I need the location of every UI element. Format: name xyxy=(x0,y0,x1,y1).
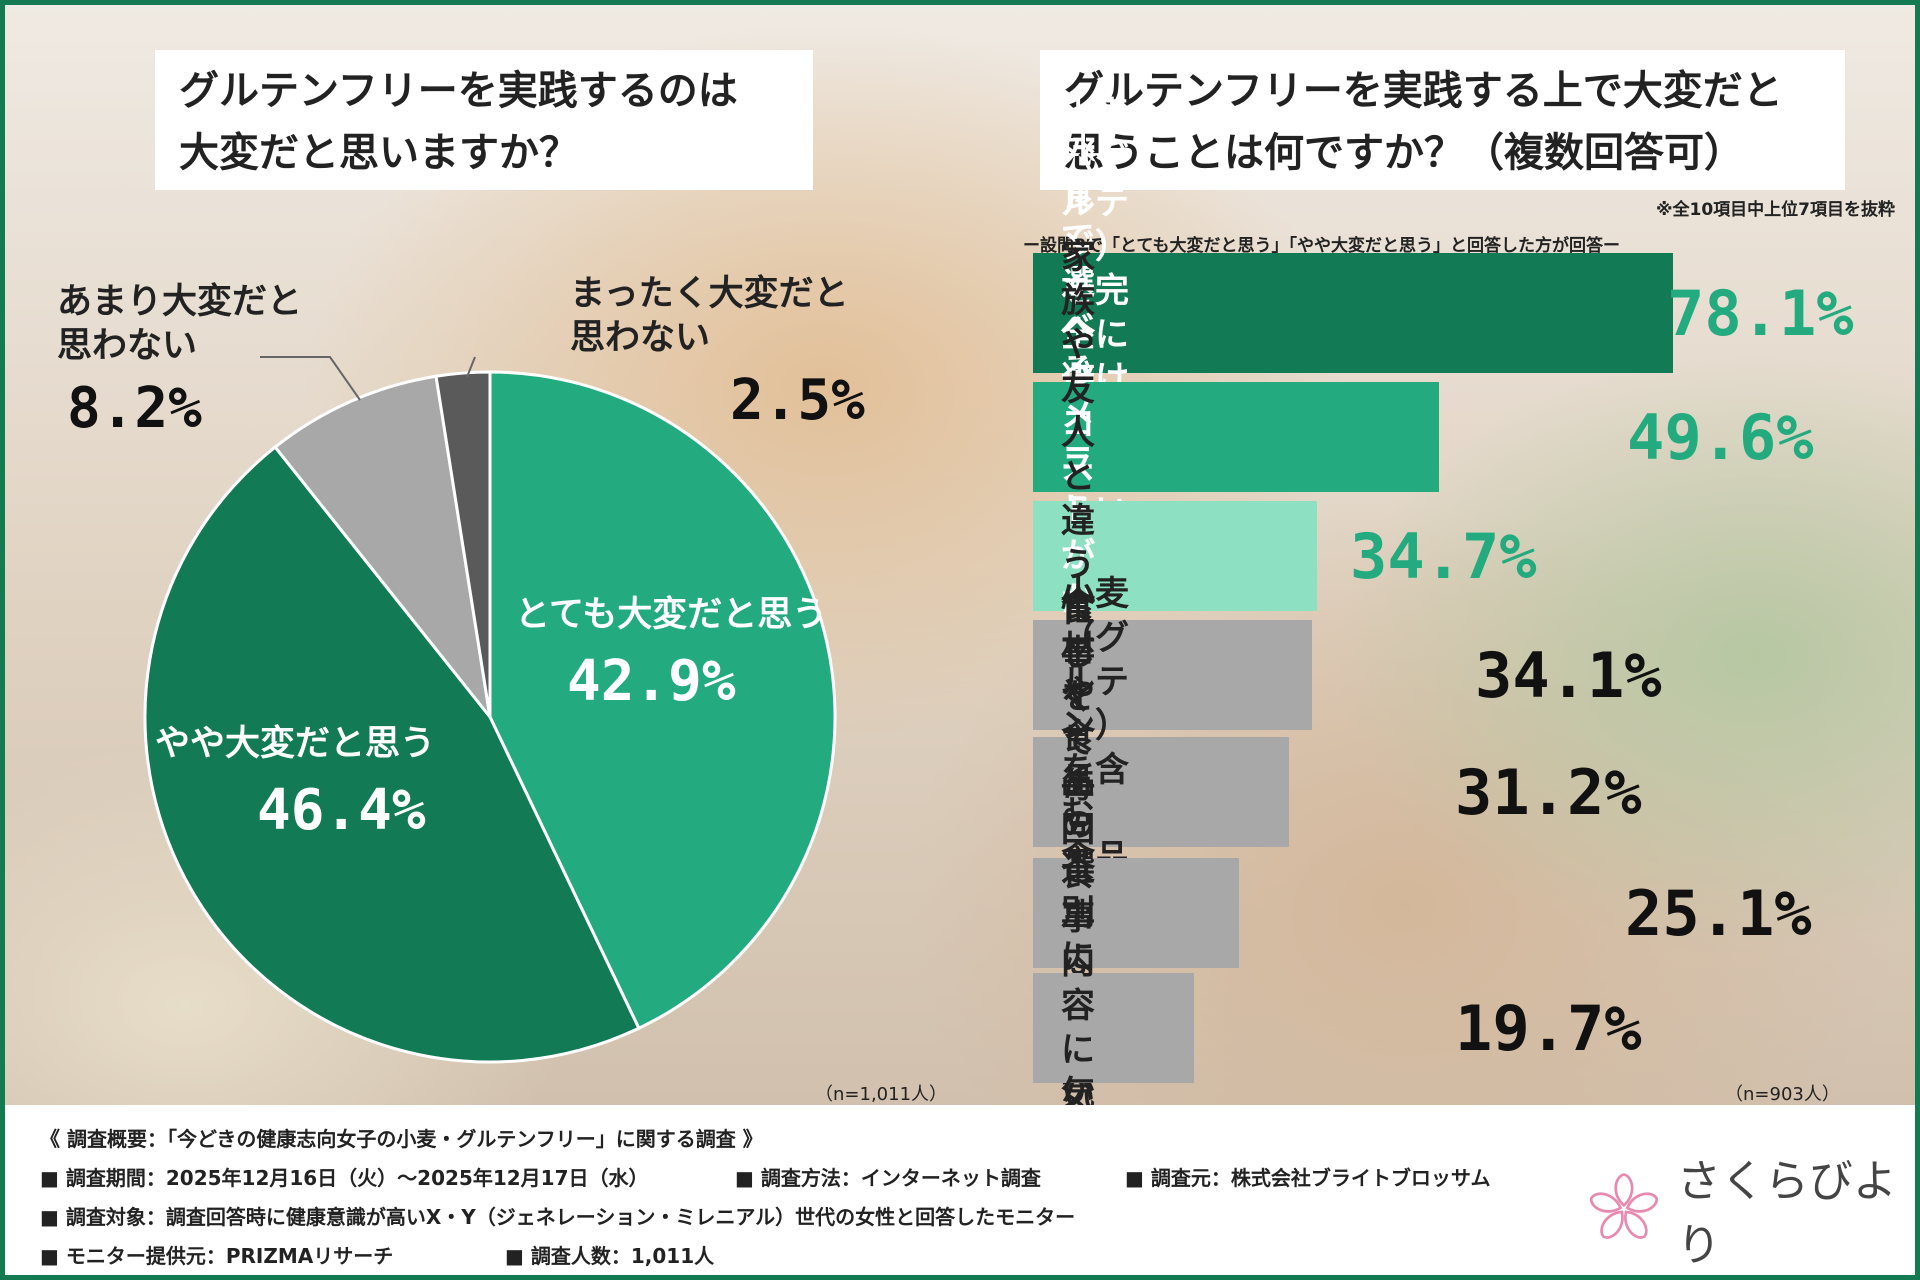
bar xyxy=(1033,973,1195,1083)
leader-line-not-very-hard xyxy=(260,356,361,401)
brand-logo: さくらびより xyxy=(1585,1145,1915,1273)
bar-title-line-2: 思うことは何ですか？（複数回答可） xyxy=(1064,130,1744,176)
pie-value-very-hard: 42.9% xyxy=(567,649,736,714)
sakura-flower-icon xyxy=(1589,1173,1658,1239)
pie-label-somewhat-hard: やや大変だと思う xyxy=(155,724,436,764)
bar xyxy=(1033,620,1313,730)
pie-label-very-hard: とても大変だと思う xyxy=(515,595,828,635)
survey-count: ■ 調査人数：1,011人 xyxy=(505,1244,715,1268)
survey-method: ■ 調査方法：インターネット調査 xyxy=(735,1166,1041,1190)
leader-line-not-hard-at-all xyxy=(466,356,476,378)
pie-title-line-1: グルテンフリーを実践するのは xyxy=(179,68,738,114)
bar-value-label: 25.1% xyxy=(1625,876,1812,950)
pie-value-not-hard-at-all: 2.5% xyxy=(730,368,865,433)
bar-value-label: 34.7% xyxy=(1350,519,1537,593)
brand-name: さくらびより xyxy=(1676,1156,1897,1271)
pie-slice xyxy=(143,444,641,1064)
bar-title-line-1: グルテンフリーを実践する上で大変だと xyxy=(1064,68,1783,114)
survey-overview: 《 調査概要：「今どきの健康志向女子の小麦・グルテンフリー」に関する調査 》 ■… xyxy=(10,1105,1915,1275)
survey-heading: 《 調査概要：「今どきの健康志向女子の小麦・グルテンフリー」に関する調査 》 xyxy=(40,1127,763,1151)
bar-value-label: 31.2% xyxy=(1455,755,1642,829)
survey-provider: ■ モニター提供元：PRIZMAリサーチ xyxy=(40,1244,394,1268)
bar-chart-title: グルテンフリーを実践する上で大変だと 思うことは何ですか？（複数回答可） xyxy=(1040,50,1845,190)
pie-slice xyxy=(488,370,837,1031)
pie-sample-size: （n=1,011人） xyxy=(815,1084,948,1105)
pie-chart-title: グルテンフリーを実践するのは 大変だと思いますか？ xyxy=(155,50,813,190)
pie-value-not-very-hard: 8.2% xyxy=(67,376,202,441)
pie-title-line-2: 大変だと思いますか？ xyxy=(179,130,579,176)
pie-chart xyxy=(143,356,837,1064)
bar xyxy=(1033,737,1289,847)
survey-period: ■ 調査期間：2025年12月16日（火）～2025年12月17日（水） xyxy=(40,1166,649,1190)
bar xyxy=(1033,382,1440,492)
bar-label: 忙しくて毎回食事内容に 気を遣う余裕がない xyxy=(1061,590,1095,1275)
pie-slice xyxy=(434,370,492,718)
bar-chart-subtitle: ー設問8で「とても大変だと思う」「やや大変だと思う」と回答した方が回答ー xyxy=(1023,236,1620,256)
bar xyxy=(1033,501,1318,611)
survey-source: ■ 調査元：株式会社ブライトブロッサム xyxy=(1125,1166,1491,1190)
bar-sample-size: （n=903人） xyxy=(1725,1084,1840,1105)
bar xyxy=(1033,253,1673,373)
bar-chart-footnote: ※全10項目中上位7項目を抜粋 xyxy=(1655,200,1895,220)
survey-target: ■ 調査対象：調査回答時に健康意識が高いX・Y（ジェネレーション・ミレニアル）世… xyxy=(40,1205,1076,1229)
pie-label-not-hard-at-all: まったく大変だと 思わない xyxy=(570,274,849,358)
bar-value-label: 34.1% xyxy=(1475,638,1662,712)
pie-label-not-very-hard: あまり大変だと 思わない xyxy=(57,282,303,366)
pie-value-somewhat-hard: 46.4% xyxy=(257,778,426,843)
pie-slice xyxy=(273,374,493,723)
bar-value-label: 78.1% xyxy=(1667,276,1854,350)
bar xyxy=(1033,858,1239,968)
bar-value-label: 19.7% xyxy=(1455,991,1642,1065)
bar-value-label: 49.6% xyxy=(1627,400,1814,474)
